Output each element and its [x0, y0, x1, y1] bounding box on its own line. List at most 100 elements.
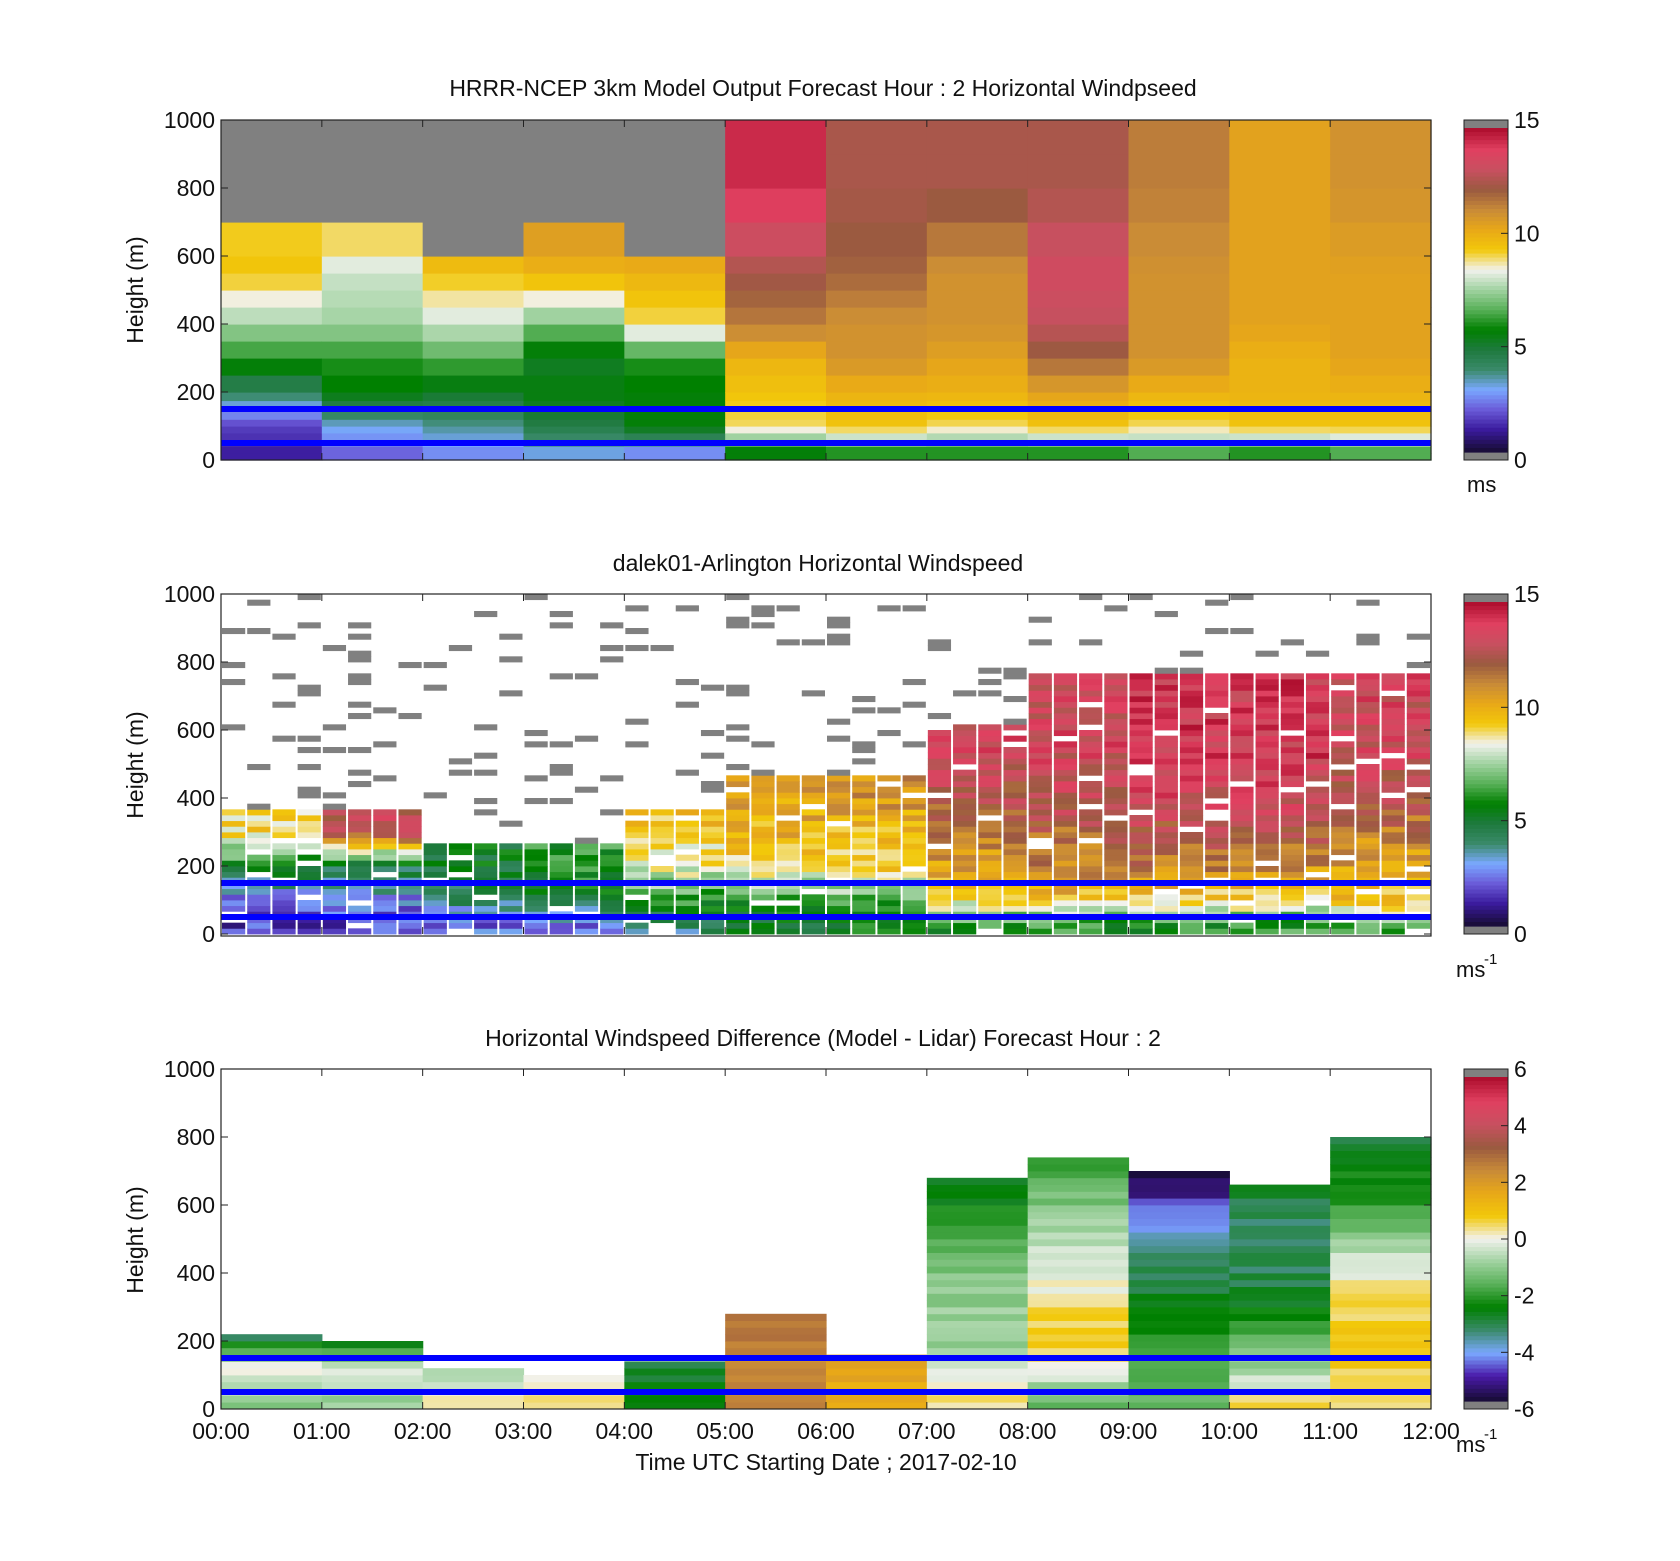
heatmap-cell — [1079, 747, 1103, 754]
heatmap-cell — [272, 871, 296, 878]
heatmap-cell — [523, 1395, 625, 1403]
heatmap-cell — [1128, 1259, 1230, 1267]
heatmap-cell — [1128, 1205, 1230, 1213]
heatmap-cell — [1230, 883, 1254, 890]
heatmap-cell — [801, 826, 825, 833]
heatmap-cell — [1331, 707, 1355, 714]
heatmap-cell — [1079, 713, 1103, 720]
heatmap-cell — [801, 866, 825, 873]
heatmap-cell — [1205, 905, 1229, 912]
heatmap-cell — [827, 894, 851, 901]
heatmap-cell — [1255, 803, 1279, 810]
heatmap-cell — [272, 832, 296, 839]
heatmap-cell — [474, 860, 498, 867]
heatmap-cell — [624, 1395, 726, 1403]
heatmap-cell — [953, 730, 977, 737]
colorbar-swatch — [1464, 395, 1508, 400]
heatmap-cell — [1053, 786, 1078, 793]
heatmap-cell — [1381, 815, 1405, 822]
heatmap-cell — [726, 894, 750, 901]
heatmap-cell — [725, 432, 827, 441]
heatmap-cell — [751, 888, 775, 895]
heatmap-cell — [221, 392, 323, 402]
heatmap-cell — [624, 400, 726, 410]
colorbar-swatch — [1464, 610, 1508, 615]
heatmap-cell — [1028, 696, 1052, 703]
heatmap-cell — [1255, 730, 1279, 737]
heatmap-cell — [926, 1395, 1029, 1403]
heatmap-cell — [725, 341, 827, 359]
heatmap-cell — [1179, 860, 1204, 867]
heatmap-cell — [297, 594, 321, 601]
heatmap-cell — [978, 894, 1002, 901]
heatmap-cell — [1305, 905, 1330, 912]
colorbar-swatch — [1464, 152, 1508, 157]
heatmap-cell — [953, 866, 977, 873]
heatmap-cell — [1406, 849, 1430, 856]
heatmap-cell — [624, 1375, 726, 1383]
heatmap-cell — [826, 432, 928, 441]
heatmap-cell — [1205, 741, 1229, 748]
heatmap-cell — [524, 866, 548, 873]
heatmap-cell — [1154, 667, 1178, 674]
heatmap-cell — [523, 307, 625, 325]
heatmap-cell — [422, 290, 525, 308]
heatmap-cell — [1179, 809, 1204, 816]
heatmap-cell — [1230, 786, 1254, 793]
heatmap-cell — [1230, 860, 1254, 867]
heatmap-cell — [321, 1375, 424, 1383]
heatmap-cell — [902, 820, 926, 827]
heatmap-cell — [1104, 718, 1128, 725]
heatmap-cell — [776, 928, 800, 935]
heatmap-cell — [725, 307, 827, 325]
heatmap-cell — [422, 222, 525, 257]
heatmap-cell — [1028, 724, 1052, 731]
heatmap-cell — [524, 888, 548, 895]
heatmap-cell — [1079, 917, 1103, 924]
heatmap-cell — [549, 854, 573, 861]
heatmap-cell — [373, 820, 397, 827]
heatmap-cell — [1104, 888, 1128, 895]
heatmap-cell — [247, 888, 271, 895]
heatmap-cell — [625, 866, 649, 873]
heatmap-cell — [1079, 883, 1103, 890]
colorbar-swatch — [1464, 1097, 1508, 1102]
heatmap-cell — [1128, 222, 1230, 257]
heatmap-cell — [726, 860, 750, 867]
heatmap-cell — [1230, 798, 1254, 805]
heatmap-cell — [1027, 222, 1130, 257]
heatmap-cell — [1330, 1327, 1432, 1335]
heatmap-cell — [776, 639, 800, 646]
heatmap-cell — [1179, 798, 1204, 805]
heatmap-cell — [700, 905, 725, 912]
heatmap-cell — [322, 815, 347, 822]
heatmap-cell — [1381, 832, 1405, 839]
heatmap-cell — [1104, 752, 1128, 759]
heatmap-cell — [221, 1381, 323, 1389]
heatmap-cell — [499, 849, 523, 856]
heatmap-cell — [1129, 849, 1153, 856]
heatmap-cell — [1331, 871, 1355, 878]
heatmap-cell — [1356, 707, 1380, 714]
heatmap-cell — [1406, 871, 1430, 878]
heatmap-cell — [1305, 679, 1330, 686]
heatmap-cell — [247, 900, 271, 907]
heatmap-cell — [1154, 849, 1178, 856]
colorbar-tick-label: 4 — [1514, 1113, 1527, 1139]
heatmap-cell — [624, 446, 726, 454]
heatmap-cell — [953, 820, 977, 827]
heatmap-cell — [650, 815, 674, 822]
heatmap-cell — [1331, 798, 1355, 805]
heatmap-cell — [751, 820, 775, 827]
heatmap-cell — [776, 905, 800, 912]
heatmap-cell — [1330, 1150, 1432, 1158]
heatmap-cell — [1079, 781, 1103, 788]
colorbar-swatch — [1464, 901, 1508, 907]
heatmap-cell — [1028, 792, 1052, 799]
heatmap-cell — [902, 837, 926, 844]
heatmap-cell — [1003, 815, 1027, 822]
x-tick-marks — [220, 120, 1432, 460]
colorbar-swatch — [1464, 371, 1508, 376]
heatmap-cell — [624, 324, 726, 342]
heatmap-cell — [1406, 696, 1430, 703]
